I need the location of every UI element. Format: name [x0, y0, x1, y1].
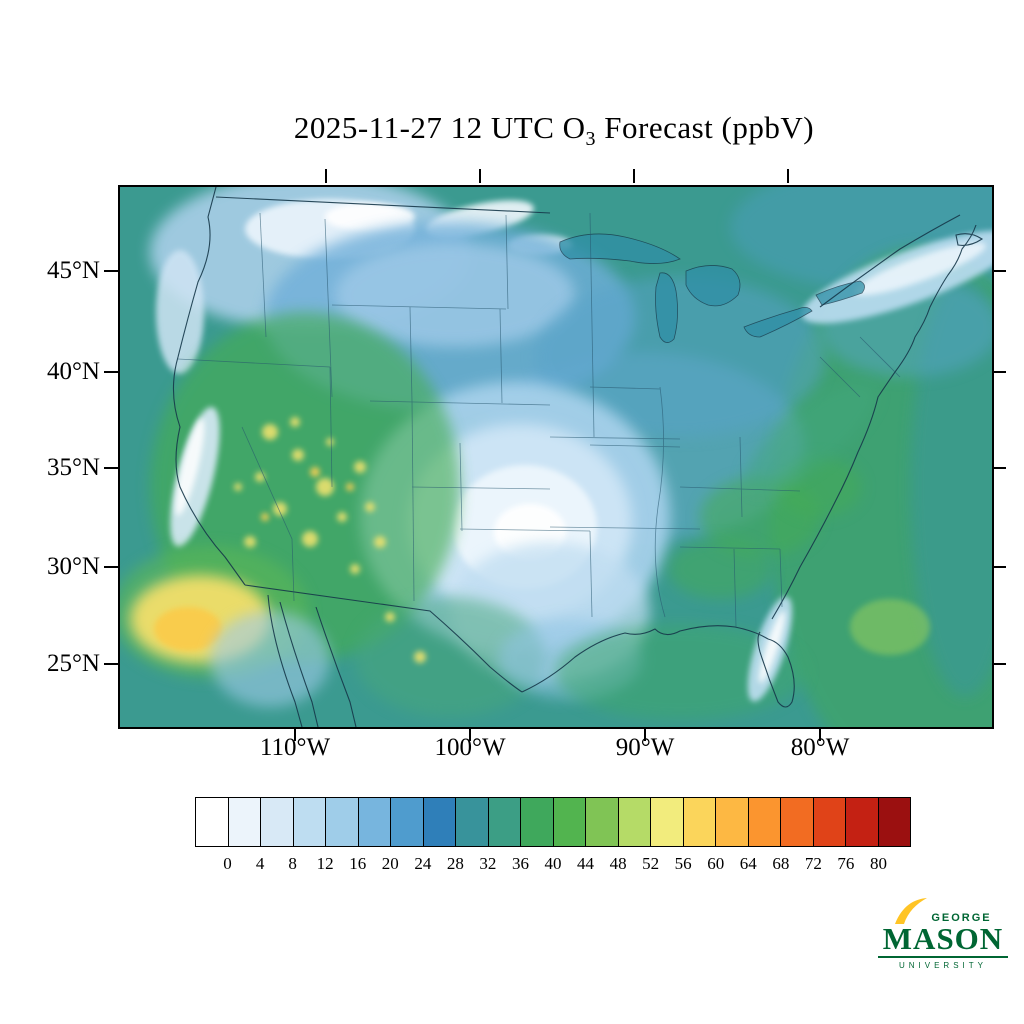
colorbar-cell — [846, 798, 879, 846]
logo-university-text: UNIVERSITY — [878, 956, 1008, 970]
colorbar-tick-label: 64 — [739, 854, 757, 873]
colorbar-cell — [716, 798, 749, 846]
lat-tick-mark — [104, 371, 118, 373]
colorbar-tick-label: 60 — [707, 854, 725, 873]
ozone-contour-map — [120, 187, 992, 727]
colorbar-cell — [813, 798, 846, 846]
lon-tick-mark — [644, 727, 646, 741]
lat-tick-mark-right — [992, 467, 1006, 469]
colorbar-tick-label: 0 — [223, 854, 232, 873]
colorbar-cell — [781, 798, 814, 846]
colorbar-cell — [196, 798, 229, 846]
colorbar-tick-label: 80 — [869, 854, 887, 873]
colorbar-tick-label: 28 — [446, 854, 464, 873]
colorbar-tick-label: 20 — [381, 854, 399, 873]
colorbar-cell — [391, 798, 424, 846]
lat-tick-label: 25°N — [46, 650, 100, 677]
lon-tick-mark-top — [325, 169, 327, 183]
lat-tick-mark — [104, 663, 118, 665]
colorbar-cell — [683, 798, 716, 846]
logo-george-text: GEORGE — [931, 912, 992, 924]
colorbar-tick-label: 48 — [609, 854, 627, 873]
colorbar: 0 4 8 12 16 20 24 28 32 36 40 44 48 52 56 60 64 68 72 76 80 — [195, 797, 911, 880]
lat-tick-label: 30°N — [46, 553, 100, 580]
title-text-suffix: Forecast (ppbV) — [596, 110, 815, 145]
colorbar-tick-label: 40 — [544, 854, 562, 873]
lat-tick-label: 45°N — [46, 257, 100, 284]
colorbar-cells — [195, 797, 911, 847]
plot-title: 2025-11-27 12 UTC O3 Forecast (ppbV) — [84, 110, 1024, 151]
colorbar-cell — [423, 798, 456, 846]
lon-tick-mark — [294, 727, 296, 741]
lon-tick-mark — [469, 727, 471, 741]
lon-tick-mark — [819, 727, 821, 741]
colorbar-tick-label: 8 — [288, 854, 297, 873]
forecast-map — [118, 185, 994, 729]
lat-tick-label: 35°N — [46, 454, 100, 481]
title-text: 2025-11-27 12 UTC O — [293, 110, 586, 145]
colorbar-cell — [326, 798, 359, 846]
colorbar-tick-label: 68 — [772, 854, 790, 873]
lon-tick-mark-top — [479, 169, 481, 183]
colorbar-tick-label: 52 — [642, 854, 660, 873]
colorbar-cell — [618, 798, 651, 846]
colorbar-tick-label: 24 — [414, 854, 432, 873]
lat-tick-label: 40°N — [46, 358, 100, 385]
colorbar-labels: 0 4 8 12 16 20 24 28 32 36 40 44 48 52 56 60 64 68 72 76 80 — [195, 854, 911, 880]
lat-tick-mark — [104, 270, 118, 272]
colorbar-cell — [456, 798, 489, 846]
colorbar-cell — [488, 798, 521, 846]
colorbar-tick-label: 56 — [674, 854, 692, 873]
colorbar-tick-label: 44 — [577, 854, 595, 873]
colorbar-cell — [521, 798, 554, 846]
colorbar-cell — [293, 798, 326, 846]
lat-tick-mark-right — [992, 270, 1006, 272]
colorbar-cell — [228, 798, 261, 846]
colorbar-tick-label: 12 — [316, 854, 334, 873]
colorbar-tick-label: 16 — [349, 854, 367, 873]
lon-tick-mark-top — [633, 169, 635, 183]
colorbar-tick-label: 72 — [804, 854, 822, 873]
colorbar-tick-label: 76 — [837, 854, 855, 873]
colorbar-cell — [748, 798, 781, 846]
lat-tick-mark-right — [992, 663, 1006, 665]
colorbar-cell — [651, 798, 684, 846]
lat-tick-mark — [104, 467, 118, 469]
logo-mason-text: MASON — [882, 921, 1004, 956]
colorbar-tick-label: 4 — [255, 854, 265, 873]
gmu-leaf-icon — [895, 898, 928, 924]
colorbar-cell — [553, 798, 586, 846]
lat-tick-mark-right — [992, 566, 1006, 568]
title-subscript: 3 — [585, 128, 597, 151]
lat-tick-mark — [104, 566, 118, 568]
colorbar-tick-label: 36 — [511, 854, 529, 873]
lon-tick-mark-top — [787, 169, 789, 183]
colorbar-cell — [358, 798, 391, 846]
colorbar-cell — [586, 798, 619, 846]
gmu-logo-top: GEORGE — [878, 898, 1008, 924]
colorbar-cell — [261, 798, 294, 846]
gmu-logo: GEORGE MASON UNIVERSITY — [878, 898, 1008, 970]
colorbar-cell — [878, 798, 910, 846]
lat-tick-mark-right — [992, 371, 1006, 373]
colorbar-tick-label: 32 — [479, 854, 497, 873]
